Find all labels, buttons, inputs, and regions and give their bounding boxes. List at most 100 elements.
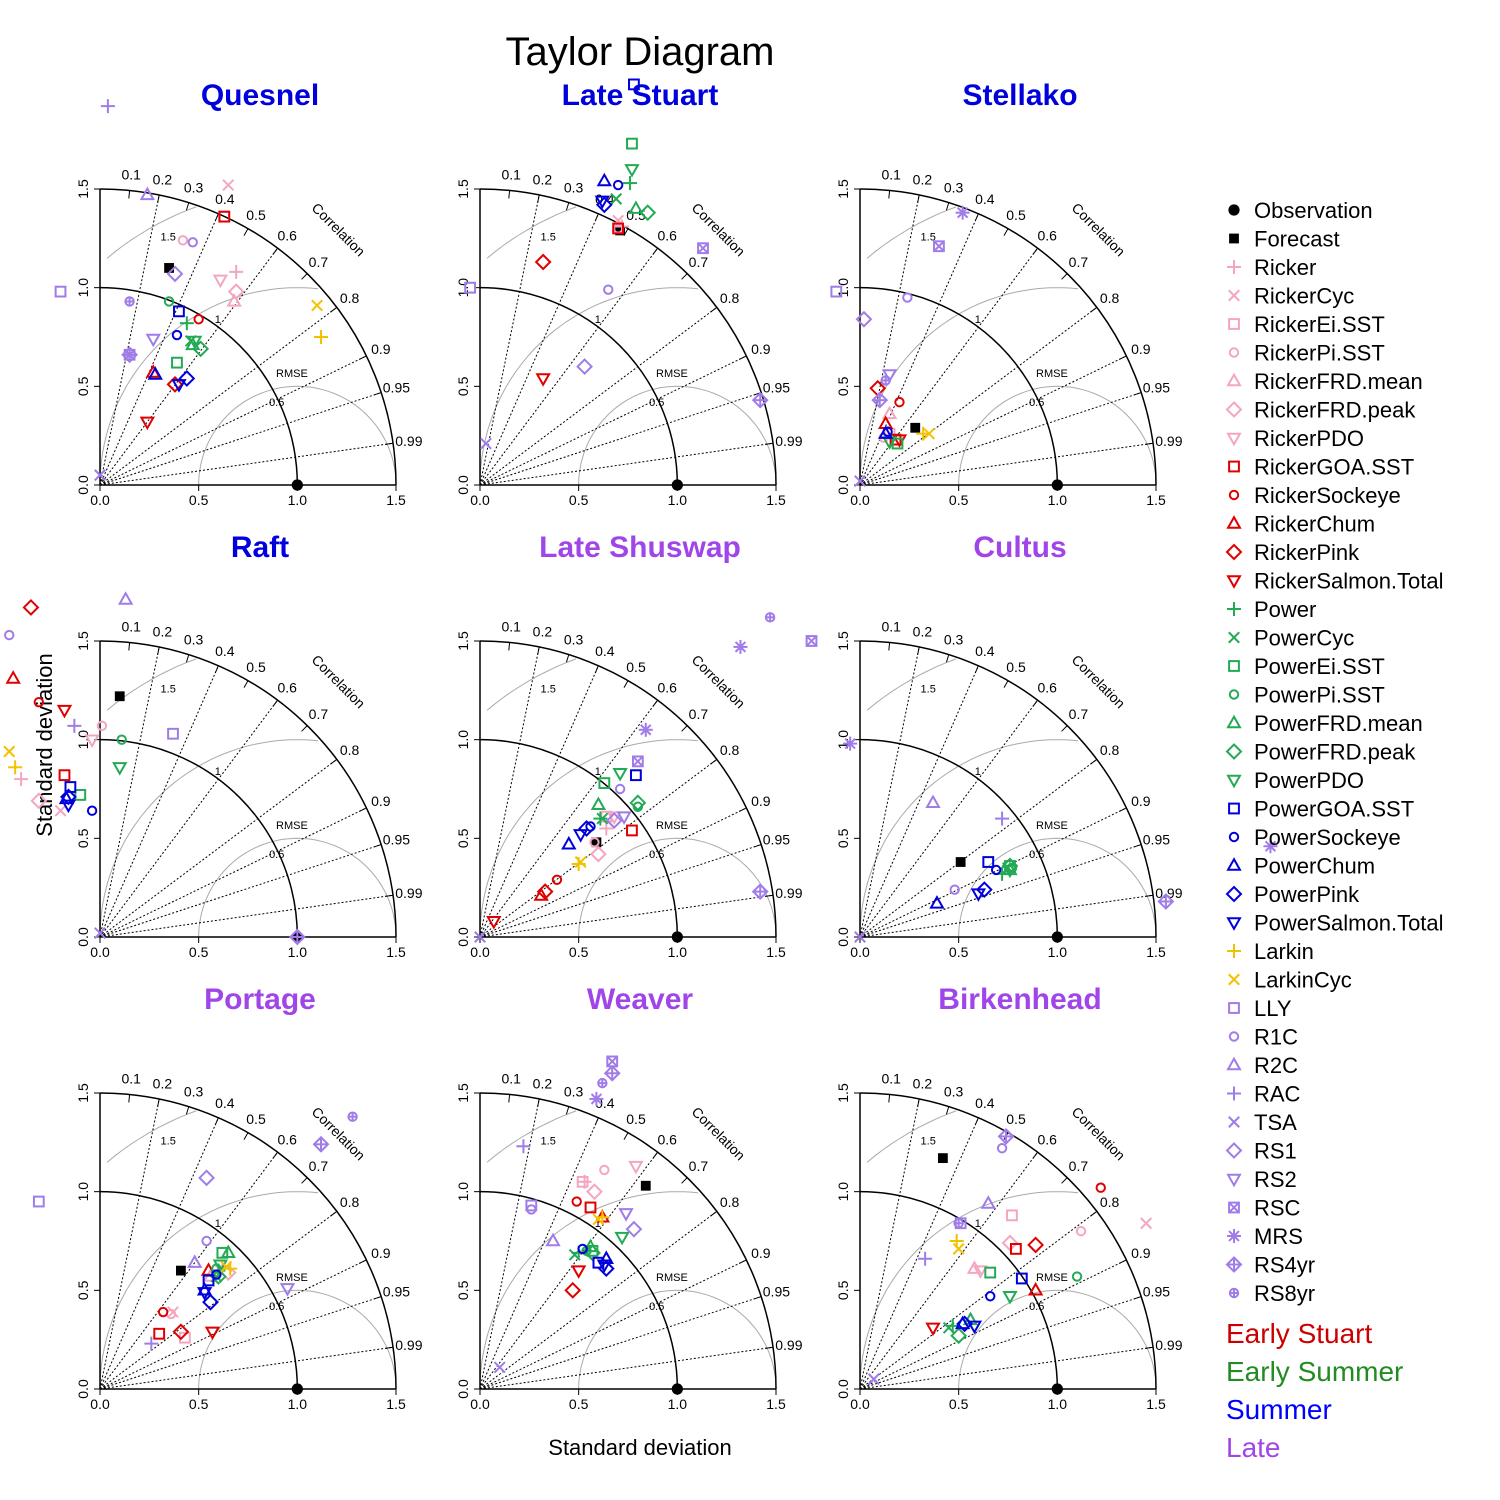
correlation-tick-label: 0.9 xyxy=(751,1245,771,1261)
correlation-ray xyxy=(859,844,1142,938)
data-point xyxy=(121,346,139,364)
correlation-ray xyxy=(479,807,747,938)
correlation-ray xyxy=(479,213,599,486)
correlation-ray xyxy=(99,844,382,938)
y-tick-label: 0.0 xyxy=(75,927,91,947)
data-point xyxy=(751,883,769,901)
reference-sd-arc xyxy=(479,738,679,938)
y-tick-label: 1.5 xyxy=(835,179,851,199)
correlation-tick-label: 0.3 xyxy=(564,631,584,647)
y-tick-label: 1.5 xyxy=(835,1083,851,1103)
data-point xyxy=(955,857,966,867)
panels-group: Quesnel 0.5 1 1.5 RMSE 0.1 0.2 0.3 0.4 0.5 0.6 0.7 0… xyxy=(3,78,1278,1412)
data-point xyxy=(1002,1291,1018,1305)
data-point xyxy=(3,745,16,758)
data-point xyxy=(614,1231,630,1246)
correlation-ray xyxy=(99,665,219,938)
data-point xyxy=(551,874,563,885)
correlation-tick-label: 0.8 xyxy=(1100,1194,1120,1210)
data-point xyxy=(1002,864,1018,879)
correlation-tick-label: 0.6 xyxy=(277,227,297,243)
correlation-tick xyxy=(537,194,540,203)
data-point xyxy=(171,329,183,341)
taylor-panel: Cultus 0.5 1 1.5 RMSE 0.1 0.2 0.3 0.4 0.5 0.6 0.7 0.… xyxy=(835,531,1278,960)
correlation-tick xyxy=(765,894,774,897)
data-point xyxy=(171,379,187,393)
correlation-tick-label: 0.9 xyxy=(371,341,391,357)
rmse-tick-label: 1.5 xyxy=(921,683,936,695)
legend-label: Larkin xyxy=(1254,939,1314,964)
panel-title: Portage xyxy=(204,983,316,1016)
y-tick-label: 0.5 xyxy=(75,376,91,396)
x-tick-label: 1.5 xyxy=(766,492,786,508)
data-point xyxy=(949,884,960,895)
correlation-tick-label: 0.99 xyxy=(775,885,802,901)
correlation-tick xyxy=(1003,680,1009,688)
x-tick-label: 0.0 xyxy=(90,944,110,960)
data-point xyxy=(1001,1234,1019,1252)
data-point xyxy=(171,356,183,369)
data-point xyxy=(526,1204,537,1215)
data-point xyxy=(14,772,29,787)
legend-symbol xyxy=(1226,857,1242,871)
correlation-tick xyxy=(128,642,131,651)
rmse-arc xyxy=(866,658,957,711)
y-tick-label: 0.0 xyxy=(455,927,471,947)
correlation-tick-label: 0.9 xyxy=(371,1245,391,1261)
rmse-tick-label: 1.5 xyxy=(541,683,556,695)
panel-title: Weaver xyxy=(587,983,694,1016)
data-point xyxy=(925,794,941,809)
data-point xyxy=(166,375,184,393)
correlation-tick-label: 0.95 xyxy=(1143,380,1170,396)
data-point xyxy=(157,1306,169,1318)
data-point xyxy=(564,1281,582,1299)
correlation-tick xyxy=(537,1098,540,1107)
correlation-tick xyxy=(710,1211,718,1217)
data-point xyxy=(112,762,128,776)
correlation-ray xyxy=(859,894,1154,938)
rmse-tick-label: 1 xyxy=(215,766,221,778)
x-tick-label: 1.5 xyxy=(1146,1396,1166,1412)
data-point xyxy=(147,366,163,380)
correlation-tick xyxy=(738,807,747,812)
x-tick-label: 0.0 xyxy=(470,492,490,508)
correlation-tick-label: 0.9 xyxy=(751,341,771,357)
data-point xyxy=(622,176,637,191)
data-point xyxy=(612,768,628,782)
rmse-label: RMSE xyxy=(656,1272,688,1284)
correlation-tick xyxy=(157,646,160,655)
y-tick-label: 0.5 xyxy=(455,1280,471,1300)
panel-title: Stellako xyxy=(962,79,1077,112)
legend-label: RickerSockeye xyxy=(1254,483,1401,508)
data-point xyxy=(163,296,175,307)
correlation-ray xyxy=(99,759,338,938)
rmse-tick-label: 1 xyxy=(595,766,601,778)
rmse-arc xyxy=(866,1110,957,1163)
correlation-tick-label: 0.6 xyxy=(277,1131,297,1147)
data-point xyxy=(229,264,244,279)
legend-symbol xyxy=(1226,1056,1242,1071)
data-point xyxy=(1001,857,1019,875)
correlation-tick-label: 0.5 xyxy=(1006,1111,1026,1127)
data-point xyxy=(1027,1236,1045,1254)
data-point xyxy=(1095,1182,1106,1193)
correlation-tick xyxy=(1145,894,1154,897)
correlation-ray xyxy=(99,247,279,486)
data-point xyxy=(534,253,552,271)
correlation-tick xyxy=(945,202,950,211)
correlation-tick xyxy=(508,642,511,651)
correlation-tick xyxy=(681,725,688,732)
data-point xyxy=(1027,1282,1044,1296)
correlation-tick xyxy=(1032,699,1038,707)
data-point xyxy=(117,591,134,605)
legend-symbol xyxy=(1226,714,1242,729)
data-point xyxy=(589,837,600,848)
data-point xyxy=(56,704,73,719)
y-tick-label: 1.5 xyxy=(75,1083,91,1103)
correlation-tick xyxy=(301,725,308,732)
y-tick-label: 0.0 xyxy=(835,475,851,495)
correlation-tick-label: 0.4 xyxy=(975,643,995,659)
reference-sd-arc xyxy=(99,286,299,486)
legend-label: PowerSalmon.Total xyxy=(1254,911,1444,936)
